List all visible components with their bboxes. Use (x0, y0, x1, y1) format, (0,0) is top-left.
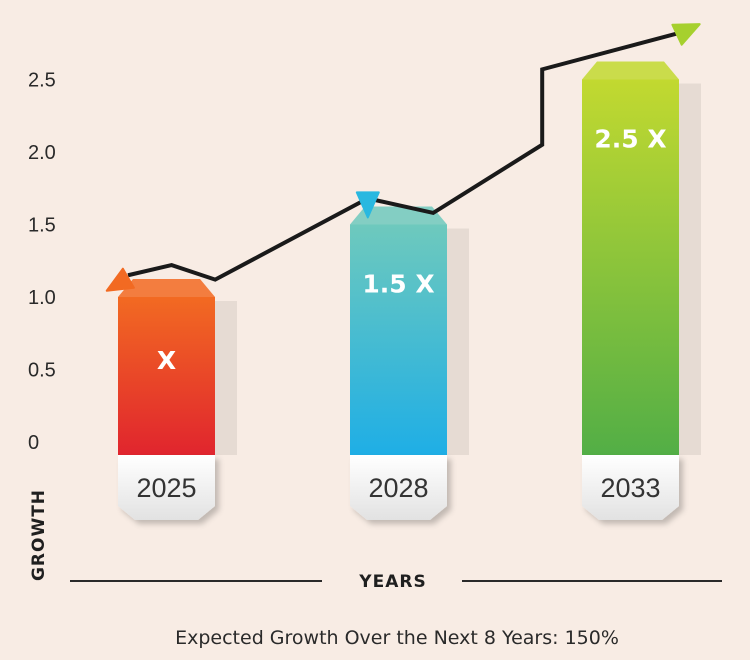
y-axis-ticks: 0 0.5 1.0 1.5 2.0 2.5 (28, 70, 56, 455)
bar-value-label: 2.5 X (594, 125, 666, 154)
bar-value-label: 1.5 X (362, 270, 434, 299)
bars: X 2025 1.5 X 2028 2.5 X 2033 (118, 61, 701, 520)
bar-body (350, 224, 447, 457)
trend-marker-mid (355, 191, 380, 219)
bar-value-label: X (157, 346, 176, 375)
bar-body (118, 297, 215, 457)
trend-line (127, 29, 685, 282)
x-tick-label: 2025 (136, 473, 196, 503)
chart-caption: Expected Growth Over the Next 8 Years: 1… (175, 627, 619, 649)
year-card-shape (118, 455, 215, 520)
x-tick-label: 2033 (600, 473, 660, 503)
bar-2025: X 2025 (118, 279, 237, 520)
y-tick-label: 2.5 (28, 70, 56, 92)
bar-body (582, 79, 679, 457)
bar-2033: 2.5 X 2033 (582, 61, 701, 520)
y-tick-label: 1.5 (28, 215, 56, 237)
bar-shadow (447, 228, 469, 455)
y-tick-label: 1.0 (28, 287, 56, 309)
trend-marker-start (105, 267, 135, 292)
x-tick-label: 2028 (368, 473, 428, 503)
trend-arrow (105, 23, 701, 292)
y-tick-label: 2.0 (28, 142, 56, 164)
year-card-shape (350, 455, 447, 520)
bar-2028: 1.5 X 2028 (350, 206, 469, 520)
bar-cap (118, 279, 215, 297)
year-card (350, 455, 447, 520)
trend-arrowhead (671, 23, 701, 46)
year-card (118, 455, 215, 520)
year-card-shape (582, 455, 679, 520)
x-axis-title: YEARS (358, 572, 426, 592)
y-tick-label: 0.5 (28, 360, 56, 382)
y-tick-label: 0 (28, 432, 39, 454)
y-axis-title: GROWTH (29, 489, 49, 581)
year-card (582, 455, 679, 520)
bar-shadow (679, 83, 701, 455)
bar-shadow (215, 301, 237, 455)
bar-cap (582, 61, 679, 80)
